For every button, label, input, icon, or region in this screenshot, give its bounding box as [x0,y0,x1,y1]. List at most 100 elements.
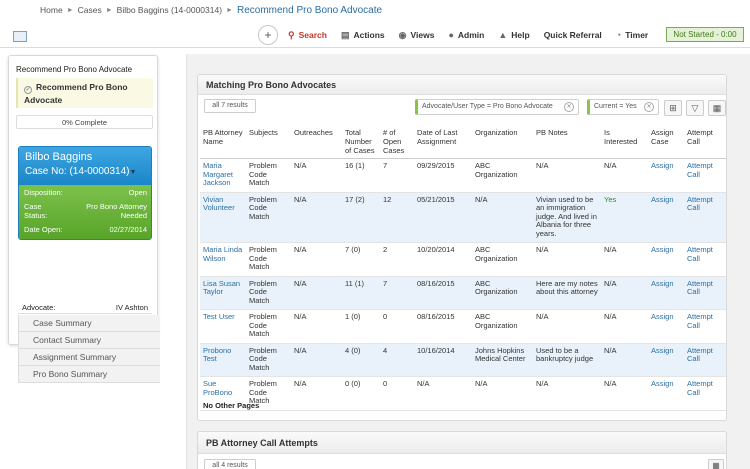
subjects-cell: Problem Code Match [246,376,291,411]
breadcrumb: Home ► Cases ► Bilbo Baggins (14-0000314… [40,3,382,17]
attorney-name-link[interactable]: Maria Margaret Jackson [200,158,246,193]
toolbar-quick-referral-button[interactable]: Quick Referral [544,30,602,40]
filter-icon[interactable]: ▽ [686,100,704,116]
filter-chip-advocate-type[interactable]: Advocate/User Type = Pro Bono Advocate ✕ [415,99,579,115]
attempt-call-link[interactable]: Attempt Call [684,376,726,411]
column-header[interactable]: Subjects [246,126,291,159]
toolbar-search-label: Search [298,30,327,40]
toolbar-timer-button[interactable]: ◔ Timer [616,30,648,40]
open-cases-cell: 7 [380,158,414,193]
attempt-call-link[interactable]: Attempt Call [684,309,726,344]
toolbar-help-button[interactable]: ▲ Help [498,30,529,40]
menu-pro-bono-summary[interactable]: Pro Bono Summary [18,366,160,383]
table-header-row: PB Attorney Name Subjects Outreaches Tot… [200,126,726,159]
total-cases-cell: 16 (1) [342,158,380,193]
column-header[interactable]: Assign Case [648,126,684,159]
attempt-call-link[interactable]: Attempt Call [684,192,726,243]
attorney-name-link[interactable]: Test User [200,309,246,344]
total-cases-cell: 4 (0) [342,343,380,377]
add-icon[interactable]: + [258,25,278,45]
breadcrumb-cases[interactable]: Cases [77,5,102,15]
results-count[interactable]: all 4 results [204,459,256,469]
attorney-name-link[interactable]: Vivian Volunteer [200,192,246,243]
attorney-name-link[interactable]: Sue ProBono [200,376,246,411]
table-row: Maria Margaret Jackson Problem Code Matc… [200,158,726,193]
subjects-cell: Problem Code Match [246,343,291,377]
column-header[interactable]: PB Attorney Name [200,126,246,159]
menu-assignment-summary[interactable]: Assignment Summary [18,349,160,366]
attorney-name-link[interactable]: Maria Linda Wilson [200,242,246,277]
breadcrumb-separator-icon: ► [226,6,233,14]
app-logo-icon[interactable] [13,31,27,42]
breadcrumb-case[interactable]: Bilbo Baggins (14-0000314) [116,5,223,15]
assign-link[interactable]: Assign [648,192,684,243]
organization-cell: ABC Organization [472,309,533,344]
menu-case-summary[interactable]: Case Summary [18,315,160,332]
column-header[interactable]: Attempt Call [684,126,726,159]
toolbar-actions-button[interactable]: ▤ Actions [341,30,385,41]
case-date-value: 02/27/2014 [109,225,147,234]
case-card-header[interactable]: Bilbo Baggins Case No: (14-0000314)▼ [19,147,151,185]
column-header[interactable]: Total Number of Cases [342,126,380,159]
outreaches-cell: N/A [291,192,342,243]
toolbar-admin-button[interactable]: ● Admin [448,30,484,40]
column-header[interactable]: Date of Last Assignment [414,126,472,159]
assign-link[interactable]: Assign [648,276,684,310]
export-icon[interactable]: ▦ [708,100,726,116]
column-header[interactable]: PB Notes [533,126,601,159]
case-status-label: Case Status: [24,202,48,220]
filter-chip-current[interactable]: Current = Yes ✕ [587,99,659,115]
call-attempts-panel: PB Attorney Call Attempts all 4 results … [197,431,727,469]
total-cases-cell: 11 (1) [342,276,380,310]
attempt-call-link[interactable]: Attempt Call [684,242,726,277]
column-header[interactable]: Organization [472,126,533,159]
admin-icon: ● [448,30,454,40]
last-assignment-cell: 09/29/2015 [414,158,472,193]
organization-cell: ABC Organization [472,276,533,310]
toolbar-search-button[interactable]: ⚲ Search [288,30,327,41]
organization-cell: Johns Hopkins Medical Center [472,343,533,377]
notes-cell: N/A [533,309,601,344]
last-assignment-cell: 10/20/2014 [414,242,472,277]
timer-status-badge[interactable]: Not Started - 0:00 [666,27,744,42]
notes-cell: Here are my notes about this attorney [533,276,601,310]
last-assignment-cell: 08/16/2015 [414,276,472,310]
outreaches-cell: N/A [291,343,342,377]
assign-link[interactable]: Assign [648,242,684,277]
total-cases-cell: 7 (0) [342,242,380,277]
column-header[interactable]: Outreaches [291,126,342,159]
table-row: Vivian Volunteer Problem Code Match N/A … [200,192,726,243]
column-header[interactable]: # of Open Cases [380,126,414,159]
caret-down-icon[interactable]: ▼ [129,169,137,176]
close-icon[interactable]: ✕ [644,102,654,112]
add-filter-icon[interactable]: ⊞ [664,100,682,116]
breadcrumb-home[interactable]: Home [40,5,63,15]
assign-link[interactable]: Assign [648,158,684,193]
close-icon[interactable]: ✕ [564,102,574,112]
notes-cell: N/A [533,376,601,411]
advocate-label: Advocate: [22,303,56,312]
attorney-name-link[interactable]: Probono Test [200,343,246,377]
attempt-call-link[interactable]: Attempt Call [684,276,726,310]
attorney-name-link[interactable]: Lisa Susan Taylor [200,276,246,310]
total-cases-cell: 1 (0) [342,309,380,344]
advocates-table: PB Attorney Name Subjects Outreaches Tot… [200,126,726,411]
column-header[interactable]: Is Interested [601,126,648,159]
progress-bar: 0% Complete [16,115,153,129]
export-icon[interactable]: ▦ [708,459,724,469]
attempt-call-link[interactable]: Attempt Call [684,343,726,377]
results-count[interactable]: all 7 results [204,99,256,113]
filter-chip-label: Advocate/User Type = Pro Bono Advocate [422,103,553,110]
attempt-call-link[interactable]: Attempt Call [684,158,726,193]
menu-contact-summary[interactable]: Contact Summary [18,332,160,349]
toolbar-views-button[interactable]: ◉ Views [399,30,435,41]
assign-link[interactable]: Assign [648,309,684,344]
subjects-cell: Problem Code Match [246,276,291,310]
task-item[interactable]: ✓ Recommend Pro Bono Advocate [16,78,153,108]
advocate-value: IV Ashton [115,303,148,312]
pagination-status: No Other Pages [203,401,260,410]
assign-link[interactable]: Assign [648,376,684,411]
assign-link[interactable]: Assign [648,343,684,377]
actions-icon: ▤ [340,29,350,40]
toolbar-quick-referral-label: Quick Referral [543,30,602,40]
